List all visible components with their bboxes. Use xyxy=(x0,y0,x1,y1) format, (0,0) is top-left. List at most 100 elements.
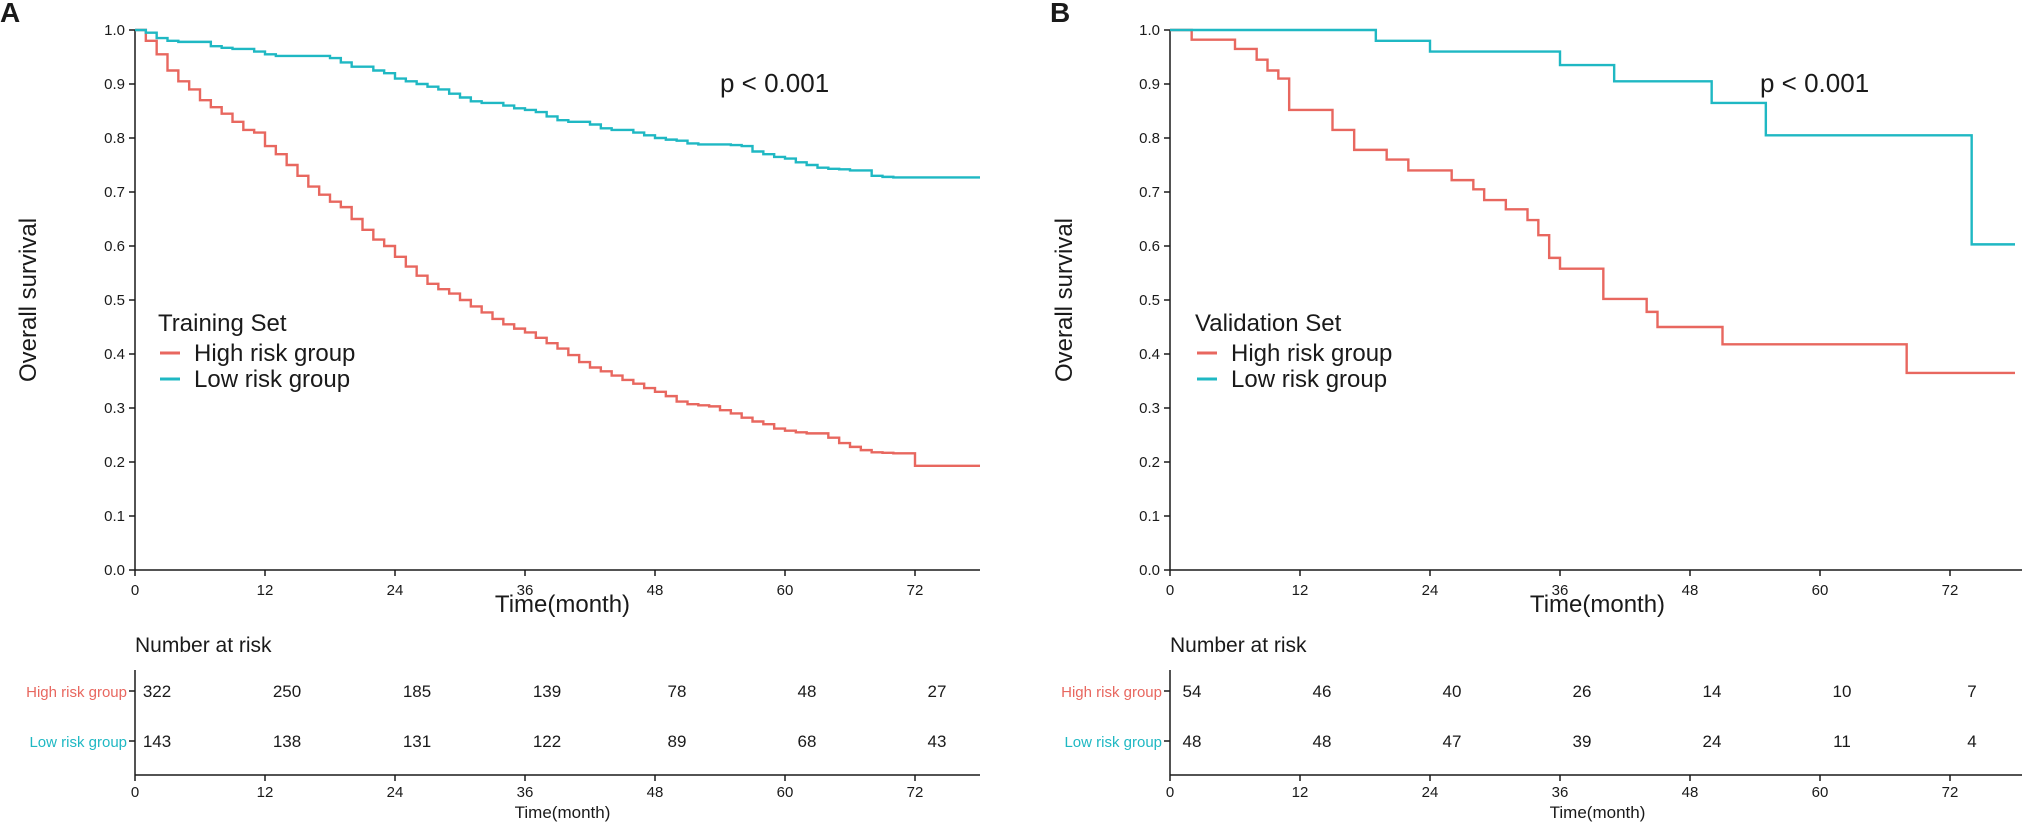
y-tick-label: 1.0 xyxy=(1139,22,1160,39)
risk-count: 47 xyxy=(1443,732,1462,751)
x-axis-title: Time(month) xyxy=(495,591,630,618)
y-tick-label: 0.4 xyxy=(1139,346,1160,363)
y-tick-label: 0.1 xyxy=(1139,508,1160,525)
risk-count: 39 xyxy=(1573,732,1592,751)
risk-count: 250 xyxy=(273,682,301,701)
y-tick-label: 0.6 xyxy=(104,238,125,255)
survival-curve-low-risk xyxy=(135,28,980,179)
legend-entry: Low risk group xyxy=(194,366,350,393)
x-tick-label: 24 xyxy=(1422,582,1439,599)
y-tick-label: 0.5 xyxy=(1139,292,1160,309)
y-tick-label: 1.0 xyxy=(104,22,125,39)
risk-count: 48 xyxy=(1313,732,1332,751)
risk-count: 46 xyxy=(1313,682,1332,701)
x-tick-label: 72 xyxy=(1942,582,1959,599)
legend-title: Training Set xyxy=(158,310,287,337)
y-tick-label: 0.3 xyxy=(104,400,125,417)
x-tick-label: 48 xyxy=(647,582,664,599)
y-axis-title: Overall survival xyxy=(1051,218,1078,382)
risk-x-tick-label: 48 xyxy=(647,784,664,801)
survival-curve-high-risk xyxy=(1170,28,2015,375)
risk-count: 185 xyxy=(403,682,431,701)
x-tick-label: 60 xyxy=(777,582,794,599)
y-tick-label: 0.7 xyxy=(104,184,125,201)
risk-row-label: Low risk group xyxy=(1064,734,1162,751)
survival-curve-high-risk xyxy=(135,28,980,467)
y-tick-label: 0.9 xyxy=(104,76,125,93)
panel-letter: B xyxy=(1050,0,1070,28)
legend-entry: Low risk group xyxy=(1231,366,1387,393)
risk-count: 143 xyxy=(143,732,171,751)
survival-curve-low-risk xyxy=(1170,28,2015,246)
risk-count: 54 xyxy=(1183,682,1202,701)
risk-count: 78 xyxy=(668,682,687,701)
risk-count: 40 xyxy=(1443,682,1462,701)
risk-x-tick-label: 0 xyxy=(1166,784,1174,801)
risk-x-tick-label: 24 xyxy=(387,784,404,801)
legend-entry: High risk group xyxy=(1231,340,1392,367)
risk-table-x-title: Time(month) xyxy=(515,803,611,822)
risk-table-title: Number at risk xyxy=(1170,634,1307,657)
y-tick-label: 0.0 xyxy=(104,562,125,579)
risk-x-tick-label: 72 xyxy=(907,784,924,801)
x-tick-label: 72 xyxy=(907,582,924,599)
x-tick-label: 12 xyxy=(1292,582,1309,599)
x-tick-label: 0 xyxy=(131,582,139,599)
y-tick-label: 0.0 xyxy=(1139,562,1160,579)
risk-count: 11 xyxy=(1833,732,1851,751)
risk-x-tick-label: 60 xyxy=(777,784,794,801)
risk-x-tick-label: 12 xyxy=(257,784,274,801)
risk-count: 10 xyxy=(1833,682,1852,701)
risk-count: 43 xyxy=(928,732,947,751)
risk-count: 48 xyxy=(798,682,817,701)
y-tick-label: 0.9 xyxy=(1139,76,1160,93)
panel-letter: A xyxy=(0,0,20,28)
legend-entry: High risk group xyxy=(194,340,355,367)
risk-count: 131 xyxy=(403,732,431,751)
y-tick-label: 0.5 xyxy=(104,292,125,309)
y-tick-label: 0.6 xyxy=(1139,238,1160,255)
risk-count: 14 xyxy=(1703,682,1722,701)
risk-count: 48 xyxy=(1183,732,1202,751)
risk-x-tick-label: 36 xyxy=(517,784,534,801)
risk-count: 89 xyxy=(668,732,687,751)
risk-table-title: Number at risk xyxy=(135,634,272,657)
risk-x-tick-label: 48 xyxy=(1682,784,1699,801)
legend-title: Validation Set xyxy=(1195,310,1342,337)
risk-row-label: Low risk group xyxy=(29,734,127,751)
p-value-label: p < 0.001 xyxy=(1760,68,1869,98)
risk-count: 139 xyxy=(533,682,561,701)
risk-x-tick-label: 36 xyxy=(1552,784,1569,801)
y-tick-label: 0.8 xyxy=(104,130,125,147)
risk-x-tick-label: 60 xyxy=(1812,784,1829,801)
y-tick-label: 0.3 xyxy=(1139,400,1160,417)
risk-x-tick-label: 12 xyxy=(1292,784,1309,801)
risk-count: 322 xyxy=(143,682,171,701)
risk-x-tick-label: 0 xyxy=(131,784,139,801)
x-tick-label: 60 xyxy=(1812,582,1829,599)
risk-count: 138 xyxy=(273,732,301,751)
x-tick-label: 0 xyxy=(1166,582,1174,599)
risk-count: 68 xyxy=(798,732,817,751)
p-value-label: p < 0.001 xyxy=(720,68,829,98)
y-tick-label: 0.8 xyxy=(1139,130,1160,147)
risk-count: 26 xyxy=(1573,682,1592,701)
y-tick-label: 0.2 xyxy=(1139,454,1160,471)
risk-count: 4 xyxy=(1967,732,1976,751)
x-tick-label: 36 xyxy=(1552,582,1569,599)
risk-count: 27 xyxy=(928,682,947,701)
y-tick-label: 0.4 xyxy=(104,346,125,363)
y-tick-label: 0.7 xyxy=(1139,184,1160,201)
y-axis-title: Overall survival xyxy=(15,218,42,382)
x-tick-label: 36 xyxy=(517,582,534,599)
y-tick-label: 0.1 xyxy=(104,508,125,525)
x-axis-title: Time(month) xyxy=(1530,591,1665,618)
risk-row-label: High risk group xyxy=(1061,684,1162,701)
y-tick-label: 0.2 xyxy=(104,454,125,471)
risk-table-x-title: Time(month) xyxy=(1550,803,1646,822)
risk-count: 24 xyxy=(1703,732,1722,751)
risk-count: 122 xyxy=(533,732,561,751)
x-tick-label: 24 xyxy=(387,582,404,599)
risk-x-tick-label: 24 xyxy=(1422,784,1439,801)
